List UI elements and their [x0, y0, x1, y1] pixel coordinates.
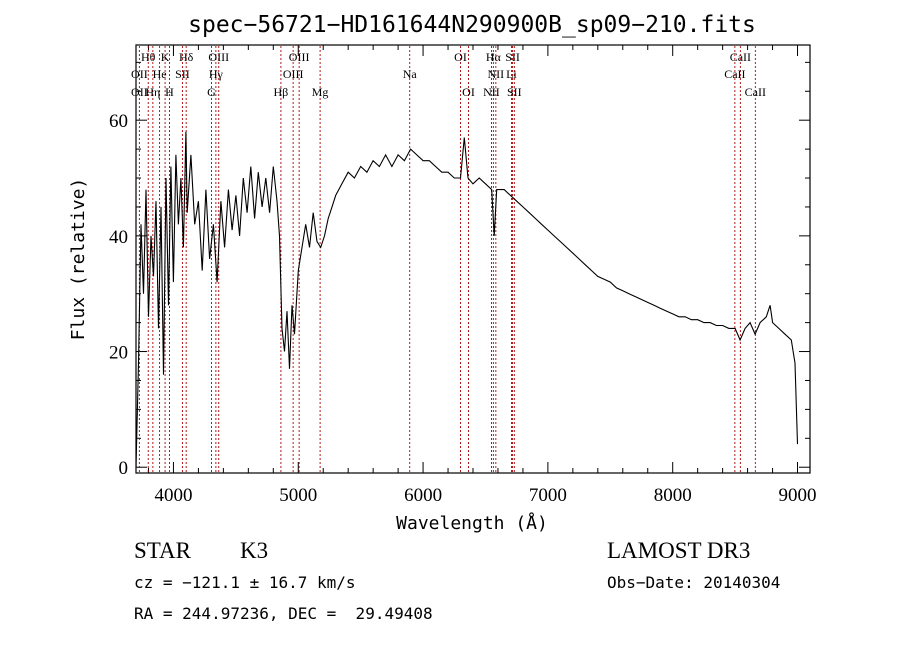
coordinates: RA = 244.97236, DEC = 29.49408: [134, 604, 433, 623]
y-tick-label: 60: [109, 111, 128, 132]
axis-ticks: [136, 45, 810, 473]
line-label: OI: [462, 85, 475, 99]
survey-name: LAMOST DR3: [607, 538, 751, 563]
subclass: K3: [240, 538, 269, 563]
line-label: Mg: [312, 85, 329, 99]
line-label: OIII: [283, 67, 304, 81]
line-label: He: [153, 67, 167, 81]
line-label: OII: [131, 67, 148, 81]
y-axis-label: Flux (relative): [68, 178, 89, 341]
line-label: OIII: [208, 50, 229, 64]
y-tick-label: 20: [109, 343, 128, 364]
y-tick-label: 40: [109, 227, 128, 248]
line-label: Hη: [145, 85, 160, 99]
line-label: Hθ: [141, 50, 156, 64]
line-label: SII: [505, 50, 520, 64]
x-tick-label: 5000: [279, 485, 317, 506]
line-label: OII: [131, 85, 148, 99]
line-label: OI: [454, 50, 467, 64]
line-label: Hδ: [179, 50, 194, 64]
y-tick-label: 0: [119, 458, 129, 479]
chart-title: spec−56721−HD161644N290900B_sp09−210.fit…: [188, 12, 756, 38]
line-label: G: [207, 85, 216, 99]
line-label: NII: [483, 85, 500, 99]
line-label: CaII: [745, 85, 766, 99]
x-axis-label: Wavelength (Å): [396, 512, 548, 534]
x-tick-label: 8000: [654, 485, 692, 506]
line-label: K: [161, 50, 170, 64]
redshift-cz: cz = −121.1 ± 16.7 km/s: [134, 573, 356, 592]
line-label: SII: [507, 85, 522, 99]
spectral-line-markers: [138, 46, 756, 472]
line-label: Hβ: [274, 85, 289, 99]
line-label: Hα: [486, 50, 502, 64]
line-label: Li: [506, 67, 517, 81]
object-class: STAR: [134, 538, 191, 563]
line-label: H: [165, 85, 174, 99]
line-label: CaII: [724, 67, 745, 81]
line-label: CaII: [730, 50, 751, 64]
line-label: OIII: [289, 50, 310, 64]
x-tick-label: 9000: [779, 485, 817, 506]
line-label: Hγ: [209, 67, 224, 81]
x-tick-label: 7000: [529, 485, 567, 506]
flux-series-line: [135, 131, 799, 468]
line-label: NII: [488, 67, 505, 81]
line-label: SII: [175, 67, 190, 81]
axis-tick-labels: 4000 5000 6000 7000 8000 9000 0 20 40 60: [109, 111, 817, 506]
plot-frame: [135, 44, 811, 474]
line-label: Na: [403, 67, 418, 81]
x-tick-label: 6000: [404, 485, 442, 506]
x-tick-label: 4000: [154, 485, 192, 506]
obs-date: Obs−Date: 20140304: [607, 573, 781, 592]
